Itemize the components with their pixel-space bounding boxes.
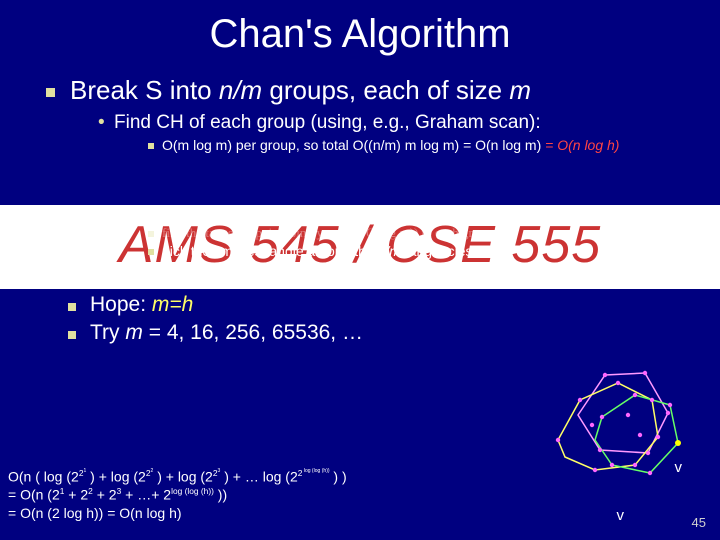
melog: log (log (h)) xyxy=(171,486,214,496)
bullet-try: Try m = 4, 16, 256, 65536, … xyxy=(68,321,692,345)
ml1b: ) + log (2 xyxy=(86,469,146,485)
complexity-red: = O(n log h) xyxy=(545,137,619,153)
ml2b: + 2 xyxy=(64,487,88,503)
slide-title: Chan's Algorithm xyxy=(28,12,692,57)
ml2d: + …+ 2 xyxy=(121,487,171,503)
ml2e: )) xyxy=(214,487,227,503)
ml2c: + 2 xyxy=(93,487,117,503)
math-line3: = O(n (2 log h)) = O(n log h) xyxy=(8,505,347,523)
complexity-white: O(m log m) per group, so total O((n/m) m… xyxy=(162,137,541,153)
bullet-sub2-pick: pick the smallest angle among the n/m ta… xyxy=(148,243,692,259)
ml2a: = O(n (2 xyxy=(8,487,60,503)
pick-text: pick the smallest angle among the n/m ta… xyxy=(162,243,476,259)
math-line2: = O(n (21 + 22 + 23 + …+ 2log (log (h)) … xyxy=(8,486,347,504)
hull-diagram xyxy=(540,345,690,495)
hull-yellow xyxy=(558,383,658,470)
math-line1: O(n ( log (221 ) + log (222 ) + log (223… xyxy=(8,468,347,486)
bullet-main: Break S into n/m groups, each of size m xyxy=(46,75,692,106)
bullet-hope: Hope: m=h xyxy=(68,293,692,317)
ml1a: O(n ( log (2 xyxy=(8,469,79,485)
bullet-main-text: Break S into n/m groups, each of size m xyxy=(70,75,531,105)
hope-lead: Hope: xyxy=(90,293,152,316)
ml1d: ) + … log (2 xyxy=(220,469,297,485)
bullet-sub2-complexity: O(m log m) per group, so total O((n/m) m… xyxy=(148,137,692,153)
bullet-partial-tangency: find the tangency point (binary search, … xyxy=(148,225,692,241)
hope-val: m=h xyxy=(152,293,193,316)
v-point xyxy=(675,440,681,446)
hull-green xyxy=(595,395,678,473)
try-text: Try m = 4, 16, 256, 65536, … xyxy=(90,321,363,344)
ml1e: ) ) xyxy=(330,469,347,485)
v-label-1: v xyxy=(617,507,625,524)
bottom-math-block: O(n ( log (221 ) + log (222 ) + log (223… xyxy=(8,468,347,522)
ml1c: ) + log (2 xyxy=(153,469,213,485)
v-label-2: v xyxy=(675,459,683,476)
elogs1: log (log (h)) xyxy=(302,468,329,474)
slide-container: Chan's Algorithm Break S into n/m groups… xyxy=(0,0,720,540)
slide-number: 45 xyxy=(692,515,706,530)
bullet-sub1-findch: Find CH of each group (using, e.g., Grah… xyxy=(98,112,692,134)
